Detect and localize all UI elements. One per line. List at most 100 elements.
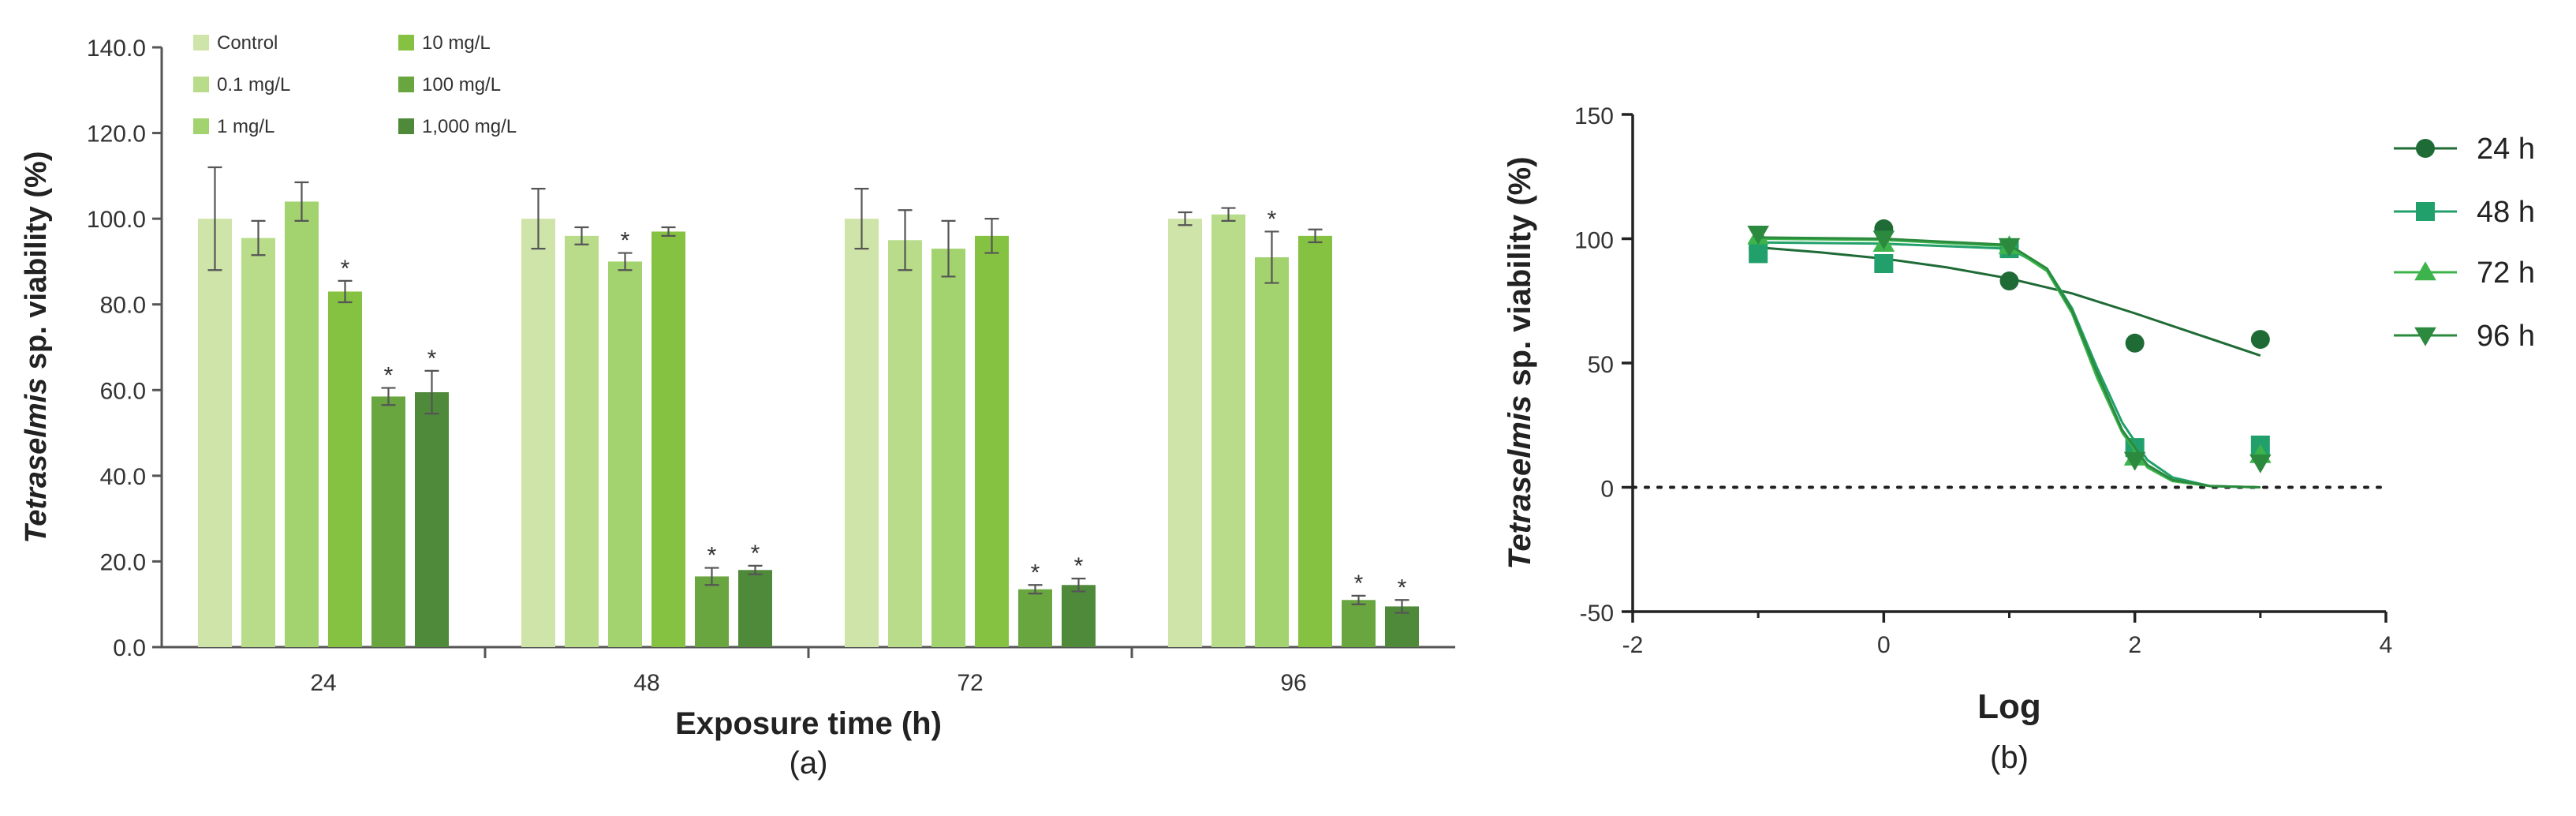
legend-swatch <box>193 77 209 92</box>
significance-star: * <box>621 228 630 254</box>
significance-star: * <box>427 346 437 372</box>
y-tick-label: 120.0 <box>87 122 146 148</box>
bar <box>1062 585 1096 647</box>
y-tick-label: 100.0 <box>87 207 146 233</box>
y-tick-label: 0 <box>1600 477 1614 503</box>
significance-star: * <box>1354 571 1364 597</box>
panel-label: (a) <box>790 746 828 780</box>
significance-star: * <box>1031 560 1040 586</box>
x-tick-label: 96 <box>1280 670 1306 696</box>
x-tick-label: -2 <box>1622 632 1644 658</box>
data-point <box>1747 226 1769 245</box>
panel-a-bar-chart: 0.0 20.0 40.0 60.0 80.0 100.0 120.0 140.0 24 * * * 4… <box>20 32 1455 780</box>
legend-marker <box>2416 139 2435 158</box>
legend-marker <box>2414 327 2436 346</box>
y-tick-label: 140.0 <box>87 36 146 62</box>
data-point <box>2250 330 2270 350</box>
fit-curve <box>1758 246 2261 357</box>
bar <box>328 291 362 647</box>
x-tick-label: 2 <box>2128 632 2141 658</box>
legend-label: 96 h <box>2477 320 2535 353</box>
x-tick-label: 4 <box>2380 632 2393 658</box>
legend-label: 0.1 mg/L <box>217 74 290 95</box>
x-tick-label: 72 <box>957 670 983 696</box>
data-point <box>1872 230 1895 250</box>
y-tick-label: 80.0 <box>100 293 146 319</box>
data-point <box>2123 451 2146 471</box>
bar <box>1168 219 1202 648</box>
legend-label: 24 h <box>2477 133 2535 166</box>
data-point <box>1998 238 2021 257</box>
y-axis-title: Tetraselmis sp. viability (%) <box>1503 156 1537 569</box>
y-axis-title-genus: Tetraselmis <box>1503 395 1537 570</box>
legend-label: 72 h <box>2477 256 2535 290</box>
y-tick-label: 0.0 <box>113 635 146 661</box>
significance-star: * <box>341 256 350 282</box>
panel-label: (b) <box>1990 740 2029 775</box>
bar <box>521 219 555 648</box>
bar <box>241 238 275 648</box>
bar <box>371 396 405 647</box>
legend-label: Control <box>217 32 278 54</box>
x-axis-title: Exposure time (h) <box>675 706 942 741</box>
bar <box>695 576 729 647</box>
y-axis-title-rest: sp. viability (%) <box>20 152 53 378</box>
bar <box>975 235 1009 647</box>
y-tick-label: -50 <box>1580 601 1614 627</box>
significance-star: * <box>384 363 394 389</box>
x-axis-title: Log <box>1977 687 2041 726</box>
fit-curve <box>1758 241 2261 488</box>
y-tick-label: 40.0 <box>100 464 146 490</box>
data-point <box>2125 333 2145 353</box>
bar <box>1018 589 1052 647</box>
legend-marker <box>2416 202 2435 221</box>
significance-star: * <box>707 543 717 569</box>
legend-marker <box>2414 261 2436 281</box>
bar <box>1342 600 1376 647</box>
data-point <box>1749 244 1768 264</box>
legend-label: 1 mg/L <box>217 116 274 137</box>
bar <box>845 219 879 648</box>
y-axis-title-rest: sp. viability (%) <box>1503 156 1537 395</box>
data-point <box>2249 454 2272 474</box>
bar <box>651 231 685 647</box>
bar <box>888 240 922 647</box>
y-tick-label: 60.0 <box>100 378 146 404</box>
y-tick-label: 20.0 <box>100 549 146 575</box>
bar <box>198 219 232 648</box>
bar <box>565 235 599 647</box>
significance-star: * <box>1074 553 1084 579</box>
bar <box>1255 257 1289 647</box>
data-point <box>1999 271 2019 291</box>
legend-swatch <box>398 77 414 92</box>
significance-star: * <box>1398 575 1407 601</box>
panel-b-dose-response-chart: -50 0 50 100 150 -2 0 2 4 24 h 48 h 72 h 96 h Tetrase… <box>1503 103 2535 775</box>
bar <box>1298 235 1332 647</box>
bar <box>285 201 319 647</box>
legend-swatch <box>398 118 414 134</box>
y-tick-label: 100 <box>1574 228 1614 254</box>
bar <box>608 261 642 647</box>
bar <box>415 392 449 647</box>
y-axis-title: Tetraselmis sp. viability (%) <box>20 152 53 544</box>
x-tick-label: 24 <box>310 670 336 696</box>
bar <box>931 249 965 647</box>
y-axis-title-genus: Tetraselmis <box>20 378 53 544</box>
significance-star: * <box>751 541 760 567</box>
legend-swatch <box>193 35 209 51</box>
legend-label: 10 mg/L <box>422 32 491 54</box>
legend-label: 48 h <box>2477 196 2535 229</box>
legend-swatch <box>193 118 209 134</box>
legend-label: 100 mg/L <box>422 74 501 95</box>
legend-swatch <box>398 35 414 51</box>
x-tick-label: 0 <box>1877 632 1891 658</box>
bar <box>738 570 772 647</box>
fit-curve <box>1758 236 2261 488</box>
significance-star: * <box>1267 206 1277 232</box>
y-tick-label: 50 <box>1588 352 1614 378</box>
bar <box>1211 214 1245 647</box>
legend-label: 1,000 mg/L <box>422 116 517 137</box>
x-tick-label: 48 <box>633 670 659 696</box>
data-point <box>1874 254 1894 273</box>
